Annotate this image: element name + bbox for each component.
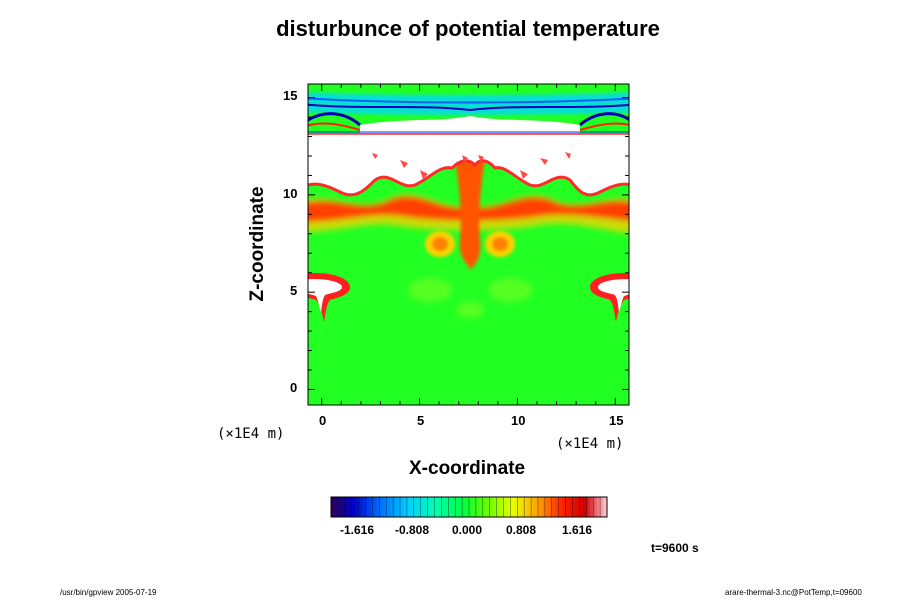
y-tick-label: 0 <box>290 380 298 395</box>
x-tick-label: 15 <box>609 413 624 428</box>
x-tick-label: 10 <box>511 413 526 428</box>
x-tick-label: 5 <box>417 413 425 428</box>
z-unit-label: (×1E4 m) <box>217 426 285 442</box>
tick-marks <box>308 84 629 405</box>
plot-frame <box>307 83 630 406</box>
x-axis-label: X-coordinate <box>409 458 526 479</box>
y-tick-label: 10 <box>283 186 298 201</box>
boundary-fringe <box>308 159 629 197</box>
cool-band <box>308 92 629 115</box>
y-tick-label: 5 <box>290 283 298 298</box>
warm-plume-lobes <box>425 231 515 257</box>
wisps <box>372 152 571 179</box>
chart-title: disturbunce of potential temperature <box>276 16 660 41</box>
x-unit-label: (×1E4 m) <box>556 436 624 452</box>
x-tick-label: 0 <box>319 413 327 428</box>
bubble-right <box>590 273 629 322</box>
heatmap-field <box>308 84 629 405</box>
colorbar-tick-label: -0.808 <box>395 523 430 537</box>
colorbar-frame <box>330 496 608 518</box>
colorbar-tick-label: 0.808 <box>506 523 537 537</box>
y-tick-label: 15 <box>283 88 298 103</box>
bubble-left <box>308 273 350 322</box>
faint-plume-traces <box>408 278 532 318</box>
y-axis-label: Z-coordinate <box>247 186 268 302</box>
footer-right: arare-thermal-3.nc@PotTemp,t=09600 <box>725 588 862 597</box>
plume-stem <box>455 160 485 270</box>
footer-left: /usr/bin/gpview 2005-07-19 <box>60 588 157 597</box>
colorbar-tick-label: -1.616 <box>340 523 375 537</box>
colorbar-tick-label: 1.616 <box>562 523 593 537</box>
colorbar-tick-label: 0.000 <box>452 523 483 537</box>
time-label: t=9600 s <box>651 541 699 555</box>
